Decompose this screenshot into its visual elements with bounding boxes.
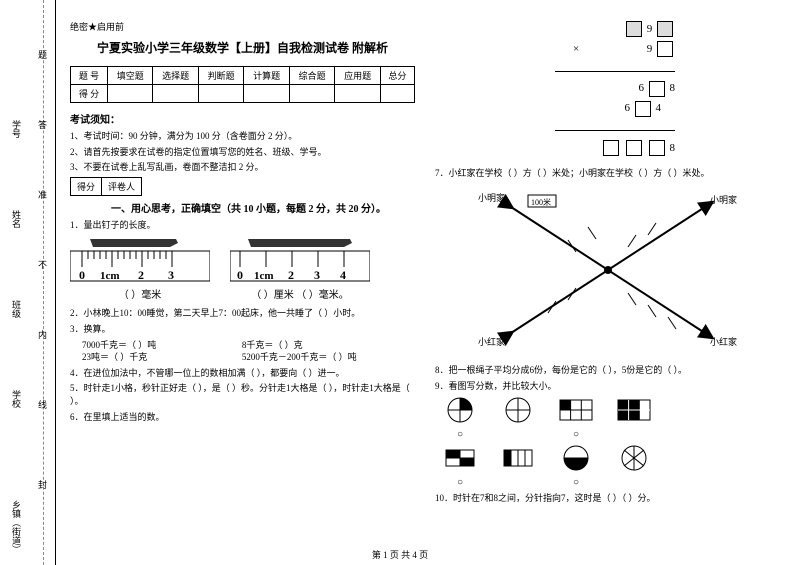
svg-text:100米: 100米 xyxy=(531,197,551,207)
ruler-2: 0 1cm 2 3 4 （ ）厘米 （ ）毫米。 xyxy=(230,237,370,301)
svg-text:2: 2 xyxy=(288,268,294,282)
section-title: 一、用心思考，正确填空（共 10 小题，每题 2 分，共 20 分）。 xyxy=(70,200,415,215)
svg-text:0: 0 xyxy=(79,268,85,282)
digit-box xyxy=(649,140,665,156)
q3-item: 8千克＝（ ）克 xyxy=(242,339,402,352)
seal-mark: 题 xyxy=(36,50,49,59)
multiplication-problem: 9 × 9 6 8 6 4 8 xyxy=(555,20,780,159)
svg-text:小明家: 小明家 xyxy=(478,192,505,203)
question-10: 10．时针在7和8之间，分针指向7，这时是（ ）（ ）分。 xyxy=(435,492,780,505)
th: 填空题 xyxy=(107,67,152,85)
digit: 6 xyxy=(639,82,645,94)
question-6: 6．在里填上适当的数。 xyxy=(70,411,415,424)
svg-text:3: 3 xyxy=(168,268,174,282)
notice: 1、考试时间：90 分钟，满分为 100 分（含卷面分 2 分）。 xyxy=(70,130,415,143)
question-2: 2．小林晚上10：00睡觉，第二天早上7：00起床，他一共睡了（ ）小时。 xyxy=(70,307,415,320)
ruler-1: 0 1cm 2 3 （ ）毫米 xyxy=(70,237,210,301)
question-1: 1．量出钉子的长度。 xyxy=(70,219,415,232)
th: 判断题 xyxy=(198,67,243,85)
fraction-diagrams-2: ○ ○ xyxy=(435,444,780,488)
digit: 8 xyxy=(670,82,676,94)
score-entry-box: 得分评卷人 xyxy=(70,177,142,196)
seal-mark: 内 xyxy=(36,330,49,339)
ruler-row: 0 1cm 2 3 （ ）毫米 0 1cm 2 3 xyxy=(70,237,415,301)
exam-title: 宁夏实验小学三年级数学【上册】自我检测试卷 附解析 xyxy=(70,39,415,56)
q3-item: 7000千克＝（ ）吨 xyxy=(82,339,242,352)
svg-text:0: 0 xyxy=(237,268,243,282)
seal-mark: 封 xyxy=(36,480,49,489)
svg-text:3: 3 xyxy=(314,268,320,282)
result-line xyxy=(555,121,675,131)
digit-box xyxy=(635,101,651,117)
digit-box xyxy=(649,81,665,97)
binding-label: 姓名 xyxy=(10,210,23,228)
question-3: 3．换算。 xyxy=(70,323,415,336)
notice: 3、不要在试卷上乱写乱画，卷面不整洁扣 2 分。 xyxy=(70,161,415,174)
q3-item: 5200千克－200千克＝（ ）吨 xyxy=(242,351,402,364)
notice: 2、请首先按要求在试卷的指定位置填写您的姓名、班级、学号。 xyxy=(70,146,415,159)
notice-title: 考试须知： xyxy=(70,111,415,126)
seal-mark: 答 xyxy=(36,120,49,129)
compass-diagram: 100米 小明家 小明家 小红家 小红家 xyxy=(435,185,780,358)
digit: 6 xyxy=(625,102,631,114)
svg-text:1cm: 1cm xyxy=(100,270,120,282)
digit: 9 xyxy=(647,43,653,55)
score-table: 题 号 填空题 选择题 判断题 计算题 综合题 应用题 总分 得 分 xyxy=(70,66,415,103)
confidential-note: 绝密★启用前 xyxy=(70,20,415,33)
seal-mark: 不 xyxy=(36,260,49,269)
result-line xyxy=(555,62,675,72)
score-label: 得分 xyxy=(71,178,102,195)
binding-label: 学校 xyxy=(10,390,23,408)
digit-box xyxy=(603,140,619,156)
svg-text:4: 4 xyxy=(340,268,346,282)
binding-label: 乡镇（街道） xyxy=(10,500,23,554)
question-9: 9．看图写分数，并比较大小。 xyxy=(435,380,780,393)
th: 选择题 xyxy=(153,67,198,85)
multiply-sign: × xyxy=(573,43,579,55)
digit: 8 xyxy=(670,142,676,154)
page-footer: 第 1 页 共 4 页 xyxy=(0,548,800,561)
th: 应用题 xyxy=(335,67,380,85)
svg-text:小红家: 小红家 xyxy=(478,336,505,347)
digit-box xyxy=(657,21,673,37)
q3-item: 23吨＝（ ）千克 xyxy=(82,351,242,364)
reviewer-label: 评卷人 xyxy=(102,178,141,195)
fraction-diagrams: ○ ○ xyxy=(435,396,780,440)
svg-text:2: 2 xyxy=(138,268,144,282)
digit-box xyxy=(657,41,673,57)
svg-text:小红家: 小红家 xyxy=(710,336,737,347)
th: 综合题 xyxy=(289,67,334,85)
digit: 9 xyxy=(647,23,653,35)
svg-text:1cm: 1cm xyxy=(254,270,274,282)
th: 计算题 xyxy=(244,67,289,85)
digit-box xyxy=(626,140,642,156)
svg-text:小明家: 小明家 xyxy=(710,194,737,205)
seal-mark: 线 xyxy=(36,400,49,409)
th: 总分 xyxy=(380,67,414,85)
digit: 4 xyxy=(656,102,662,114)
binding-label: 班级 xyxy=(10,300,23,318)
question-4: 4．在进位加法中，不管哪一位上的数相加满（ ），都要向（ ）进一。 xyxy=(70,367,415,380)
th: 题 号 xyxy=(71,67,108,85)
question-5: 5．时针走1小格，秒针正好走（ ），是（ ）秒。分针走1大格是（ ），时针走1大… xyxy=(70,382,415,407)
binding-label: 学号 xyxy=(10,120,23,138)
digit-box xyxy=(626,21,642,37)
seal-mark: 准 xyxy=(36,190,49,199)
q1-unit-b: （ ）厘米 （ ）毫米。 xyxy=(230,286,370,301)
question-7: 7．小红家在学校（ ）方（ ）米处；小明家在学校（ ）方（ ）米处。 xyxy=(435,167,780,180)
td: 得 分 xyxy=(71,85,108,103)
q1-unit-a: （ ）毫米 xyxy=(70,286,210,301)
question-8: 8．把一根绳子平均分成6份，每份是它的（ ），5份是它的（ ）。 xyxy=(435,364,780,377)
